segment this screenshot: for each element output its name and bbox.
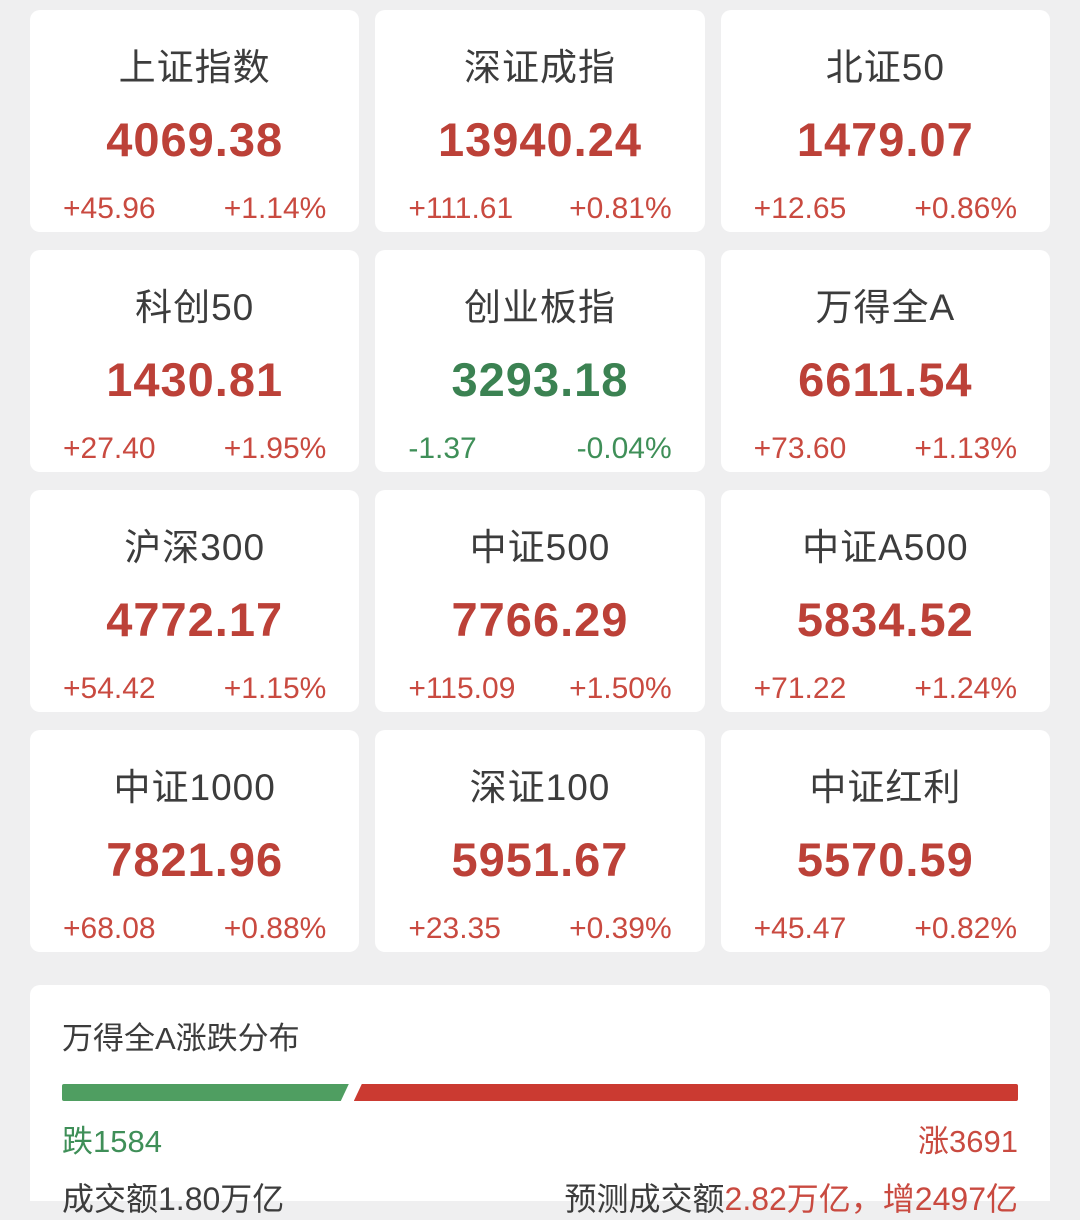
index-name: 创业板指 [463,287,616,328]
index-change-pct: +1.14% [223,192,327,225]
forecast-value: 2.82万亿，增2497亿 [724,1181,1018,1217]
index-name: 科创50 [135,287,255,328]
index-change-pct: +0.81% [569,192,672,225]
index-name: 深证成指 [463,47,616,88]
index-change: +23.35 [408,912,501,945]
index-change-pct: +1.15% [223,672,327,705]
index-change-row: +111.61 +0.81% [375,192,704,226]
index-value: 4772.17 [106,593,284,646]
index-change-pct: +1.50% [569,672,672,705]
index-change-pct: +0.82% [914,912,1017,945]
index-value: 5834.52 [796,593,974,646]
advancers-bar-segment [353,1084,1018,1101]
index-change-row: +27.40 +1.95% [30,432,359,466]
index-change-pct: +1.13% [914,432,1017,465]
index-card[interactable]: 中证红利 5570.59 +45.47 +0.82% [720,730,1050,952]
turnover-row: 成交额1.80万亿 预测成交额2.82万亿，增2497亿 [62,1174,1018,1220]
distribution-panel: 万得全A涨跌分布 跌1584 涨3691 成交额1.80万亿 预测成交额2.82… [30,985,1050,1217]
index-value: 6611.54 [798,353,973,406]
index-change: +111.61 [408,192,514,225]
index-change-pct: +0.88% [223,912,327,945]
index-change-pct: -0.04% [576,432,672,465]
index-change-row: +54.42 +1.15% [30,672,359,706]
index-change-row: +45.47 +0.82% [721,912,1050,946]
index-change-row: +23.35 +0.39% [375,912,704,946]
index-name: 中证红利 [809,767,962,808]
index-change-row: +45.96 +1.14% [30,192,359,226]
index-change-row: +71.22 +1.24% [721,672,1050,706]
index-name: 中证500 [469,527,611,568]
forecast-prefix: 预测成交额 [564,1181,725,1217]
index-name: 中证1000 [113,767,276,808]
index-value: 1430.81 [106,353,284,406]
index-name: 上证指数 [118,47,271,88]
index-value: 5951.67 [451,833,629,886]
index-card[interactable]: 深证100 5951.67 +23.35 +0.39% [375,730,705,952]
distribution-title: 万得全A涨跌分布 [62,1021,300,1056]
index-change: +71.22 [753,672,847,705]
index-change-row: +73.60 +1.13% [721,432,1050,466]
index-name: 深证100 [469,767,611,808]
index-card[interactable]: 北证50 1479.07 +12.65 +0.86% [720,10,1050,232]
index-change: +115.09 [408,672,516,705]
index-change-pct: +1.24% [914,672,1017,705]
index-change-row: +68.08 +0.88% [30,912,359,946]
index-change: -1.37 [408,432,477,465]
index-card[interactable]: 中证1000 7821.96 +68.08 +0.88% [30,730,360,952]
index-change-row: -1.37 -0.04% [375,432,704,466]
index-value: 4069.38 [106,113,284,166]
index-card[interactable]: 深证成指 13940.24 +111.61 +0.81% [375,10,705,232]
advance-decline-labels: 跌1584 涨3691 [62,1116,1018,1161]
index-card[interactable]: 上证指数 4069.38 +45.96 +1.14% [30,10,360,232]
decliners-count-label: 跌1584 [62,1124,162,1159]
index-change: +45.47 [753,912,847,945]
index-change-row: +115.09 +1.50% [375,672,704,706]
index-card[interactable]: 科创50 1430.81 +27.40 +1.95% [30,250,360,472]
decliners-bar-segment [62,1084,349,1101]
index-card[interactable]: 中证500 7766.29 +115.09 +1.50% [375,490,705,712]
index-grid: 上证指数 4069.38 +45.96 +1.14% 深证成指 13940.24… [30,10,1050,952]
index-change: +12.65 [753,192,847,225]
index-change: +45.96 [63,192,156,225]
index-name: 万得全A [815,287,956,328]
index-change-row: +12.65 +0.86% [721,192,1050,226]
index-change-pct: +0.86% [914,192,1017,225]
index-card[interactable]: 万得全A 6611.54 +73.60 +1.13% [720,250,1050,472]
index-name: 北证50 [825,47,945,88]
index-value: 7766.29 [451,593,629,646]
index-value: 3293.18 [451,353,629,406]
index-change-pct: +1.95% [223,432,327,465]
turnover-label: 成交额1.80万亿 [62,1181,285,1217]
index-change-pct: +0.39% [569,912,672,945]
index-card[interactable]: 中证A500 5834.52 +71.22 +1.24% [720,490,1050,712]
index-card[interactable]: 沪深300 4772.17 +54.42 +1.15% [30,490,360,712]
index-change: +73.60 [753,432,847,465]
index-change: +27.40 [63,432,156,465]
index-change: +68.08 [63,912,156,945]
index-name: 沪深300 [124,527,266,568]
index-name: 中证A500 [802,527,969,568]
forecast-turnover-label: 预测成交额2.82万亿，增2497亿 [565,1174,1019,1220]
advance-decline-bar [62,1084,1018,1101]
index-value: 13940.24 [437,113,643,166]
index-card[interactable]: 创业板指 3293.18 -1.37 -0.04% [375,250,705,472]
index-value: 1479.07 [796,113,974,166]
advancers-count-label: 涨3691 [918,1124,1018,1159]
index-change: +54.42 [63,672,156,705]
index-value: 7821.96 [106,833,284,886]
index-value: 5570.59 [796,833,974,886]
